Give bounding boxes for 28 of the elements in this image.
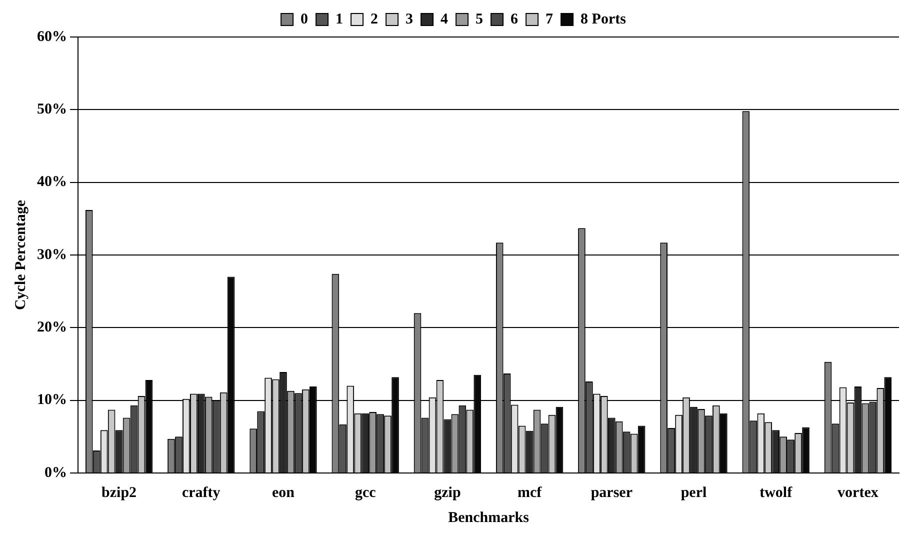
y-tick-label: 30%	[37, 246, 67, 263]
legend-label: 2	[370, 11, 378, 28]
legend-label: 4	[440, 11, 449, 28]
legend-label: 5	[476, 11, 484, 28]
x-tick-label: crafty	[182, 484, 221, 501]
x-tick-label: vortex	[838, 484, 879, 501]
x-tick-label: twolf	[760, 484, 794, 501]
y-tick-label: 50%	[37, 102, 67, 118]
x-tick-label: mcf	[517, 484, 543, 501]
y-tick-label: 20%	[37, 320, 67, 336]
x-tick-label: gzip	[434, 484, 461, 501]
y-axis-title: Cycle Percentage	[12, 200, 29, 310]
y-tick-label: 60%	[37, 28, 67, 45]
legend-label: 1	[336, 11, 344, 28]
y-tick-label: 0%	[44, 464, 67, 481]
y-tick-label: 10%	[37, 392, 67, 408]
y-tick-label: 40%	[37, 174, 67, 190]
legend-label: 8 Ports	[580, 11, 626, 28]
legend-label: 7	[546, 11, 554, 28]
legend-label: 3	[406, 11, 414, 28]
x-tick-label: eon	[272, 484, 296, 501]
x-tick-label: bzip2	[102, 484, 137, 501]
x-tick-label: parser	[590, 484, 633, 501]
legend-label: 6	[510, 11, 519, 28]
x-tick-label: gcc	[354, 484, 376, 501]
legend-label: 0	[300, 11, 308, 28]
x-tick-label: perl	[680, 484, 707, 501]
x-axis-title: Benchmarks	[448, 510, 530, 526]
